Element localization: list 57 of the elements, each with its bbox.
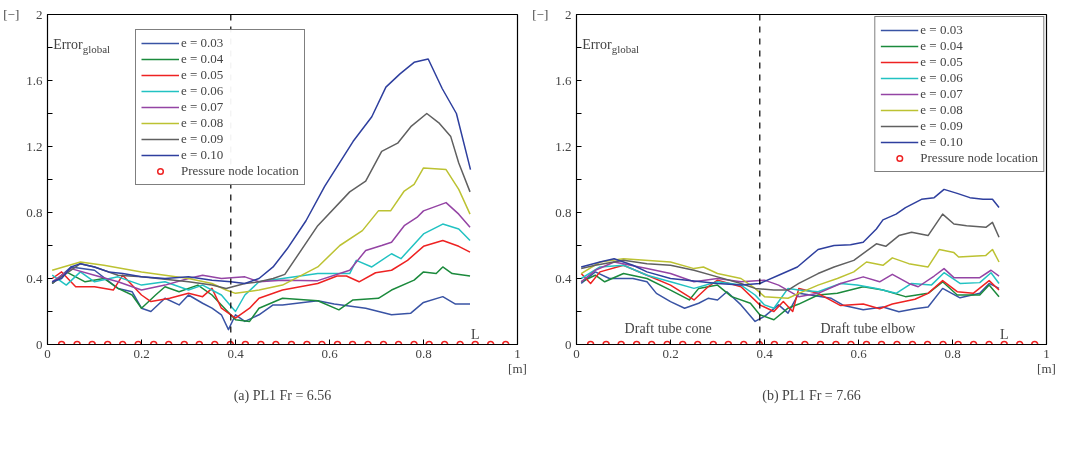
x-tick-label: 0.6 bbox=[850, 345, 868, 361]
legend-label: e = 0.07 bbox=[920, 86, 963, 102]
x-tick-label: 0.2 bbox=[662, 345, 679, 361]
x-axis-title: [m] bbox=[508, 360, 527, 376]
line-series bbox=[51, 112, 471, 290]
line-series bbox=[51, 201, 471, 291]
y-tick-label: 2 bbox=[36, 6, 43, 22]
y-tick-label: 0.8 bbox=[555, 204, 572, 220]
annotation: L bbox=[999, 327, 1009, 343]
legend-label: e = 0.07 bbox=[181, 99, 224, 115]
legend-label: e = 0.05 bbox=[181, 67, 224, 83]
y-tick-label: 1.6 bbox=[555, 72, 572, 88]
line-series bbox=[580, 188, 1000, 286]
legend-label: e = 0.10 bbox=[181, 147, 224, 163]
y-tick-label: 0.4 bbox=[555, 270, 572, 286]
x-tick-label: 0.6 bbox=[321, 345, 339, 361]
annotation: L bbox=[470, 327, 480, 343]
legend-label: e = 0.06 bbox=[920, 70, 963, 86]
legend-label: e = 0.08 bbox=[920, 102, 963, 118]
legend-label: e = 0.04 bbox=[181, 51, 224, 67]
y-axis-title: [−] bbox=[3, 7, 20, 22]
legend-label: e = 0.09 bbox=[181, 131, 224, 147]
line-series bbox=[51, 239, 471, 319]
line-series bbox=[580, 248, 1000, 300]
y-tick-label: 0.8 bbox=[26, 204, 43, 220]
legend-label: e = 0.03 bbox=[920, 22, 963, 38]
line-series bbox=[580, 213, 1000, 291]
x-tick-label: 0.4 bbox=[227, 345, 245, 361]
y-tick-label: 1.6 bbox=[26, 72, 43, 88]
legend-label: e = 0.10 bbox=[920, 134, 963, 150]
y-tick-label: 0.4 bbox=[26, 270, 43, 286]
line-series bbox=[580, 261, 1000, 298]
legend-label: Pressure node location bbox=[920, 150, 1038, 166]
legend-label: e = 0.08 bbox=[181, 115, 224, 131]
y-tick-label: 2 bbox=[565, 6, 572, 22]
x-tick-label: 0.8 bbox=[944, 345, 961, 361]
legend-label: e = 0.06 bbox=[181, 83, 224, 99]
annotation: Draft tube cone bbox=[624, 320, 712, 336]
y-axis-title: [−] bbox=[532, 7, 549, 22]
legend-label: e = 0.09 bbox=[920, 118, 963, 134]
annotation: Draft tube elbow bbox=[820, 320, 917, 336]
text: (a) PL1 Fr = 6.56 bbox=[233, 387, 332, 404]
legend-label: e = 0.05 bbox=[920, 54, 963, 70]
legend-label: Pressure node location bbox=[181, 163, 299, 179]
x-tick-label: 1 bbox=[514, 345, 521, 361]
y-tick-label: 1.2 bbox=[555, 138, 572, 154]
legend-label: e = 0.04 bbox=[920, 38, 963, 54]
x-axis-title: [m] bbox=[1037, 360, 1056, 376]
x-tick-label: 0.2 bbox=[133, 345, 150, 361]
legend-label: e = 0.03 bbox=[181, 35, 224, 51]
x-tick-label: 0.8 bbox=[415, 345, 432, 361]
text: (b) PL1 Fr = 7.66 bbox=[762, 387, 861, 404]
y-tick-label: 1.2 bbox=[26, 138, 43, 154]
x-tick-label: 0.4 bbox=[756, 345, 774, 361]
line-series bbox=[51, 167, 471, 295]
line-series bbox=[51, 223, 471, 313]
x-tick-label: 1 bbox=[1043, 345, 1050, 361]
